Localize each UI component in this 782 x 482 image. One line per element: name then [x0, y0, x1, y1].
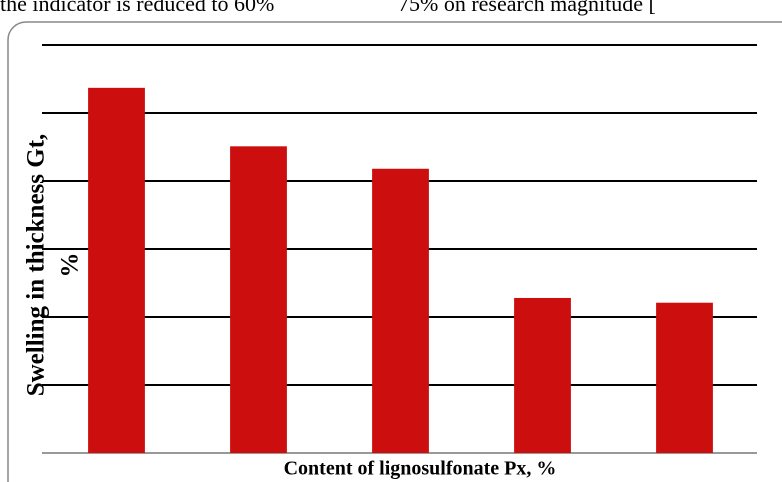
bar — [88, 87, 145, 453]
frame — [7, 21, 782, 482]
text-strip — [0, 0, 782, 18]
x-axis-label: Content of lignosulfonate Px, % — [284, 458, 557, 480]
page-text: 75% on research magnitude [ — [398, 0, 656, 16]
bar — [230, 146, 287, 453]
bar — [514, 297, 571, 453]
bar — [656, 302, 713, 453]
y-axis-unit: % — [57, 253, 84, 278]
y-axis-label: Swelling in thickness Gt, — [23, 134, 50, 397]
bar — [372, 168, 429, 453]
page-text: the indicator is reduced to 60% — [0, 0, 274, 16]
